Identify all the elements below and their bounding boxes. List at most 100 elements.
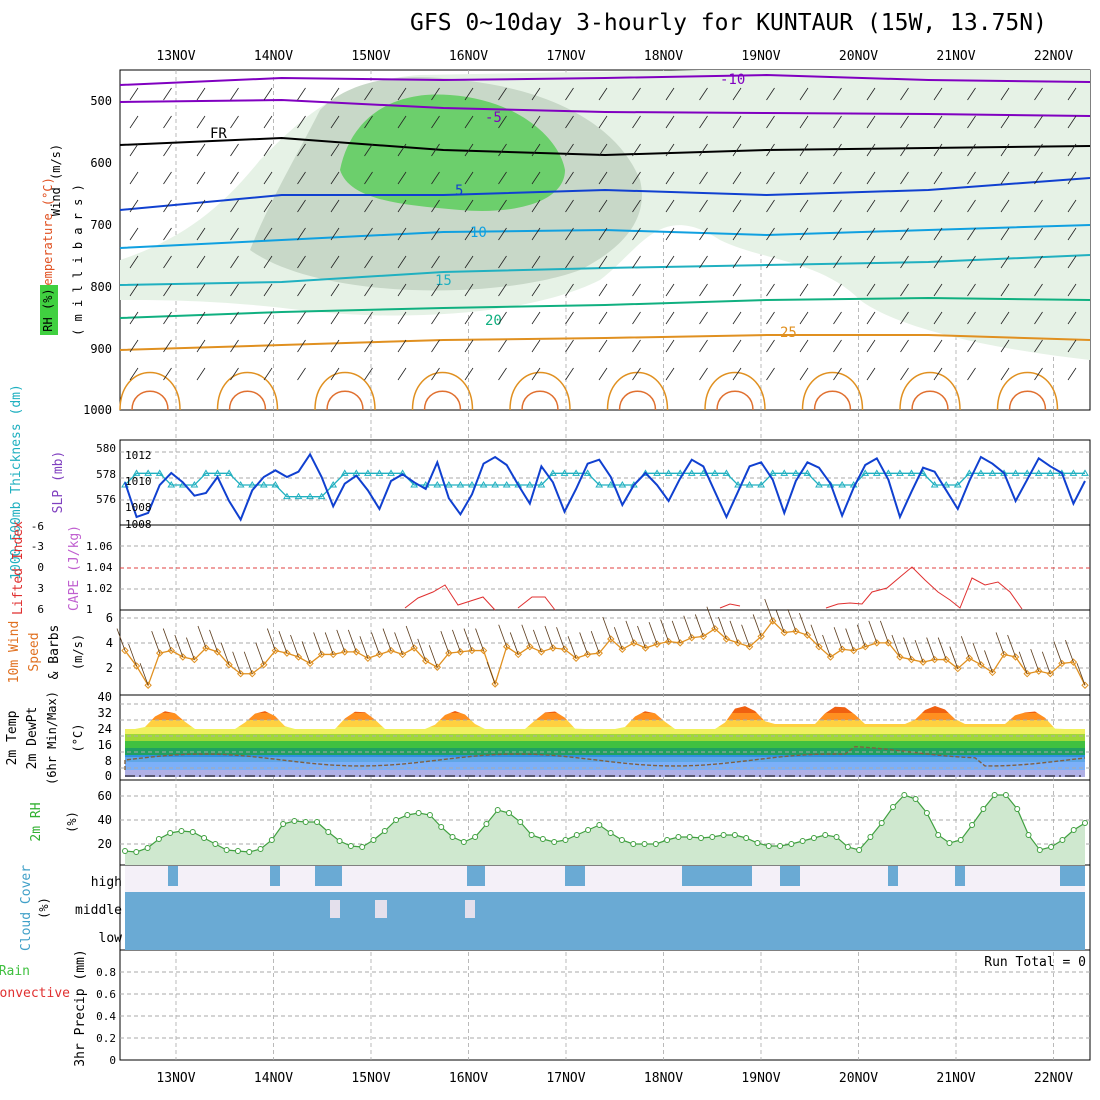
wind-barb (866, 227, 876, 241)
isotherm-line (119, 296, 1091, 319)
rh-marker (1036, 847, 1043, 853)
wind-speed-marker (1023, 670, 1031, 678)
wind-barb (766, 283, 775, 297)
wind-barb (866, 367, 876, 381)
wind-barb (364, 115, 373, 129)
wind-barb-10m (347, 629, 357, 652)
slp-line (124, 452, 1086, 522)
wind-barb (967, 199, 976, 213)
thickness-marker (444, 481, 453, 488)
rh-marker (675, 834, 682, 840)
thickness-marker (595, 481, 604, 488)
wind-barb (498, 311, 507, 325)
thickness-marker (583, 469, 592, 476)
wind-barb-10m (949, 646, 959, 669)
wind-barb-10m (452, 629, 461, 652)
wind-barb (129, 311, 139, 325)
date-label-top: 22NOV (1034, 49, 1073, 64)
wind-barb (464, 367, 474, 381)
wind-barb (1000, 115, 1010, 129)
wind-barb (1000, 171, 1010, 185)
wind-barb (632, 87, 641, 101)
wind-barb (397, 311, 407, 325)
wind-barb (163, 339, 172, 353)
wind-barb (464, 143, 474, 157)
wind-barb-10m (1030, 649, 1040, 672)
thickness-marker (340, 469, 349, 476)
wind-barb (799, 339, 809, 353)
wind-barb (699, 199, 708, 213)
surface-contour (119, 371, 181, 411)
axis-label-lifted-index: Lifted Index (11, 521, 26, 615)
date-label-top: 19NOV (741, 49, 780, 64)
thickness-marker (375, 469, 384, 476)
thickness-marker (687, 469, 696, 476)
cloud-middle-gap (375, 900, 387, 918)
wind-barb (196, 171, 206, 185)
wind-barb (732, 199, 742, 213)
y-tick-label: 1000 (83, 403, 112, 417)
wind-barb (598, 115, 608, 129)
axis-label-unit: (%) (37, 897, 51, 919)
date-label-bottom: 18NOV (644, 1071, 683, 1086)
wind-barb-10m (972, 642, 982, 665)
temp-band (125, 727, 1085, 734)
tick-label: 3 (37, 582, 44, 595)
axis-label-cloud: Cloud Cover (19, 865, 34, 951)
wind-barb (565, 115, 574, 129)
wind-barb (230, 339, 239, 353)
wind-barb (431, 339, 440, 353)
wind-barb (866, 339, 876, 353)
thickness-marker (317, 492, 326, 500)
date-label-top: 16NOV (449, 49, 488, 64)
tick-label: 40 (98, 813, 112, 827)
rh-marker (314, 819, 320, 825)
wind-barb-10m (486, 661, 496, 685)
wind-barb (129, 283, 139, 297)
wind-barb (397, 339, 407, 353)
rh-marker (641, 841, 648, 847)
wind-barb-10m (718, 616, 727, 640)
wind-barb (632, 115, 641, 129)
surface-contour (521, 390, 559, 411)
wind-barb (665, 339, 675, 353)
wind-barb (699, 87, 708, 101)
wind-speed-marker (410, 644, 418, 652)
rh-marker (223, 847, 230, 853)
wind-speed-marker (780, 628, 788, 637)
tick-label: 0.2 (96, 1032, 116, 1045)
wind-barb (732, 227, 742, 241)
wind-barb (397, 115, 407, 129)
wind-barb (196, 283, 206, 297)
rh-marker (167, 830, 174, 836)
wind-barb (732, 115, 742, 129)
wind-barb (129, 255, 139, 269)
wind-barb (632, 255, 641, 269)
wind-barb-10m (290, 634, 299, 658)
wind-speed-marker (352, 648, 361, 656)
wind-speed-marker (236, 670, 245, 678)
wind-barb-10m (394, 632, 403, 655)
rh-marker (720, 832, 727, 838)
wind-barb (565, 311, 574, 325)
thickness-marker (259, 481, 268, 488)
wind-barb-10m (671, 620, 681, 643)
wind-speed-marker (757, 632, 765, 641)
thickness-marker (387, 469, 395, 476)
wind-speed-marker (988, 668, 997, 677)
wind-barb (230, 115, 239, 129)
wind-barb (330, 171, 340, 185)
wind-barb (1034, 143, 1043, 157)
wind-barb (129, 367, 139, 381)
wind-barb (163, 171, 172, 185)
wind-barb (665, 367, 675, 381)
wind-barb (766, 255, 775, 269)
wind-speed-marker (514, 650, 522, 659)
wind-barb (464, 171, 474, 185)
wind-barb (230, 199, 239, 213)
wind-barb (531, 311, 541, 325)
wind-barb (364, 255, 373, 269)
wind-barb-10m (1041, 651, 1051, 674)
wind-barb (1034, 255, 1043, 269)
